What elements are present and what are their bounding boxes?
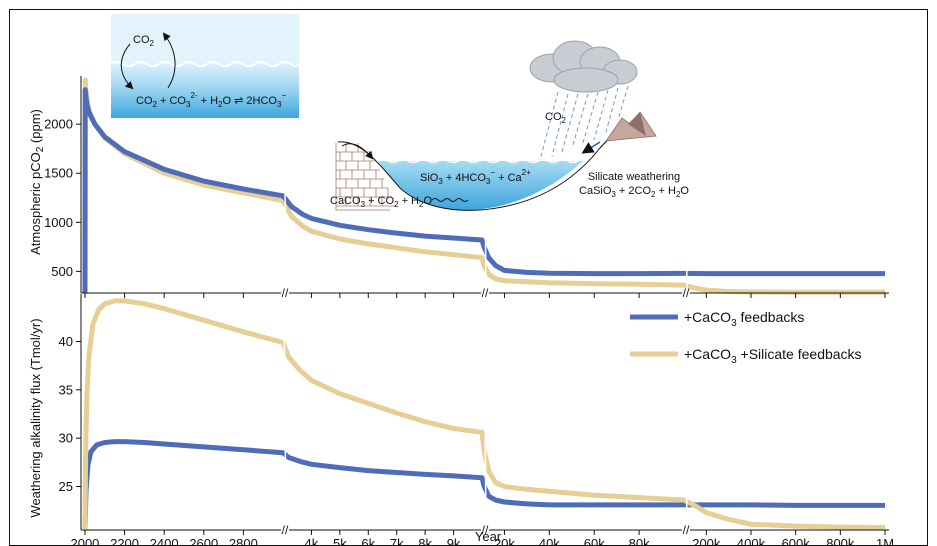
legend-label-silicate: +CaCO3 +Silicate feedbacks — [684, 346, 862, 366]
weathering-lake — [378, 161, 583, 211]
bottom-y-tick-label: 40 — [59, 334, 73, 349]
top-y-axis-label: Atmospheric pCO2 (ppm) — [28, 109, 46, 255]
x-tick-label: 60k — [584, 536, 605, 546]
bottom-axis-break-mark: // — [683, 523, 690, 537]
bottom-axis-break-mark: // — [482, 523, 489, 537]
x-tick-label: 4k — [305, 536, 319, 546]
bottom-series-break-gap — [283, 292, 287, 531]
x-tick-label: 8k — [418, 536, 432, 546]
top-y-tick-label: 1500 — [44, 166, 73, 181]
x-axis-label: Year — [475, 529, 502, 544]
ocean-co2-label: CO2 — [133, 34, 155, 48]
x-tick-label: 20k — [494, 536, 515, 546]
mountain — [605, 111, 657, 142]
x-tick-label: 7k — [390, 536, 404, 546]
bottom-axis-break-mark: // — [282, 523, 289, 537]
limestone-bricks — [335, 143, 396, 211]
ocean-up-arrow — [162, 32, 176, 89]
hillside-slope — [337, 125, 649, 211]
x-tick-label: 2000 — [70, 536, 99, 546]
bottom-y-tick-label: 25 — [59, 479, 73, 494]
legend: +CaCO3 feedbacks +CaCO3 +Silicate feedba… — [630, 309, 862, 366]
x-tick-label: 9k — [447, 536, 461, 546]
ocean-inset: CO2 CO2 + CO32- + H2O ⇌ 2HCO3− — [110, 14, 300, 118]
x-tick-label: 80k — [629, 536, 650, 546]
silicate-weathering-title: Silicate weathering — [588, 171, 680, 183]
axes: // // // 500 1000 1500 2000 // // // 25 30 35 40 2000 2… — [44, 76, 894, 546]
bottom-y-tick-label: 35 — [59, 382, 73, 397]
co2-uptake-arrow — [581, 141, 601, 154]
x-tick-label: 400k — [737, 536, 766, 546]
silicate-weathering-equation: CaSiO3 + 2CO2 + H2O — [579, 185, 689, 199]
top-axis-break-mark: // — [482, 286, 489, 300]
top-y-tick-label: 500 — [51, 264, 73, 279]
x-tick-label: 1M — [876, 536, 894, 546]
x-tick-label: 600k — [782, 536, 811, 546]
lake-equation: SiO3 + 4HCO3− + Ca2+ — [420, 168, 531, 186]
top-axis-break-mark: // — [683, 286, 690, 300]
rain-streaks — [539, 85, 629, 161]
x-tick-label: 200k — [692, 536, 721, 546]
bottom-series-break-gap — [483, 292, 487, 531]
runoff-arrow — [341, 143, 374, 160]
x-tick-label: 2600 — [189, 536, 218, 546]
ocean-inset-wave — [110, 61, 300, 67]
x-tick-label: 5k — [333, 536, 347, 546]
ocean-equation: CO2 + CO32- + H2O ⇌ 2HCO3− — [136, 91, 286, 109]
top-series-break-gap — [684, 74, 688, 294]
ocean-down-arrow — [120, 43, 134, 90]
top-plot-series — [82, 74, 885, 295]
squiggle-arrow — [431, 198, 469, 202]
x-tick-label: 2200 — [110, 536, 139, 546]
cloud — [529, 40, 638, 93]
bottom-series-break-gap — [684, 292, 688, 531]
x-tick-label: 6k — [361, 536, 375, 546]
lake-surface-wave — [377, 158, 584, 164]
bottom-series-silicate — [82, 298, 886, 531]
legend-label-caco3: +CaCO3 feedbacks — [684, 309, 804, 329]
x-tick-label: 2400 — [150, 536, 179, 546]
carbonate-equation: CaCO3 + CO2 + H2O — [330, 195, 432, 209]
bottom-series-caco3 — [82, 439, 885, 530]
top-axis-break-mark: // — [282, 286, 289, 300]
ocean-inset-water — [111, 64, 299, 118]
x-tick-label: 2800 — [229, 536, 258, 546]
top-y-tick-label: 1000 — [44, 215, 73, 230]
bottom-y-axis-label: Weathering alkalinity flux (Tmol/yr) — [28, 318, 43, 517]
x-tick-label: 40k — [539, 536, 560, 546]
weathering-inset: CO2 SiO3 + 4HCO3− + Ca2+ CaCO3 + CO2 + H… — [330, 40, 689, 211]
weathering-co2-label: CO2 — [545, 111, 567, 125]
x-tick-label: 800k — [826, 536, 855, 546]
bottom-plot-series — [82, 292, 886, 531]
top-y-tick-label: 2000 — [44, 117, 73, 132]
mountain-shade — [628, 112, 646, 136]
top-series-caco3 — [82, 87, 885, 294]
bottom-y-tick-label: 30 — [59, 431, 73, 446]
